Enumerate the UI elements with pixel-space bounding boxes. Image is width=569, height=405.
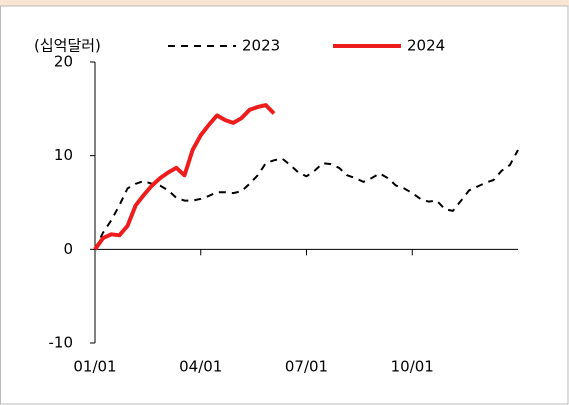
x-tick-label: 07/01 [285,358,328,376]
x-tick-label: 10/01 [391,358,434,376]
y-tick-label: 10 [54,146,73,164]
x-tick-label: 01/01 [73,358,116,376]
top-band [0,0,569,6]
frame [0,5,569,405]
y-axis-label: (십억달러) [34,37,101,55]
y-tick-label: -10 [49,334,74,352]
legend-label: 2024 [407,37,445,55]
line-2023 [94,149,519,250]
x-tick-label: 04/01 [179,358,222,376]
y-tick-label: 0 [63,240,73,258]
y-tick-label: 20 [54,53,73,71]
legend-label: 2023 [242,37,280,55]
line-2024 [93,103,276,251]
